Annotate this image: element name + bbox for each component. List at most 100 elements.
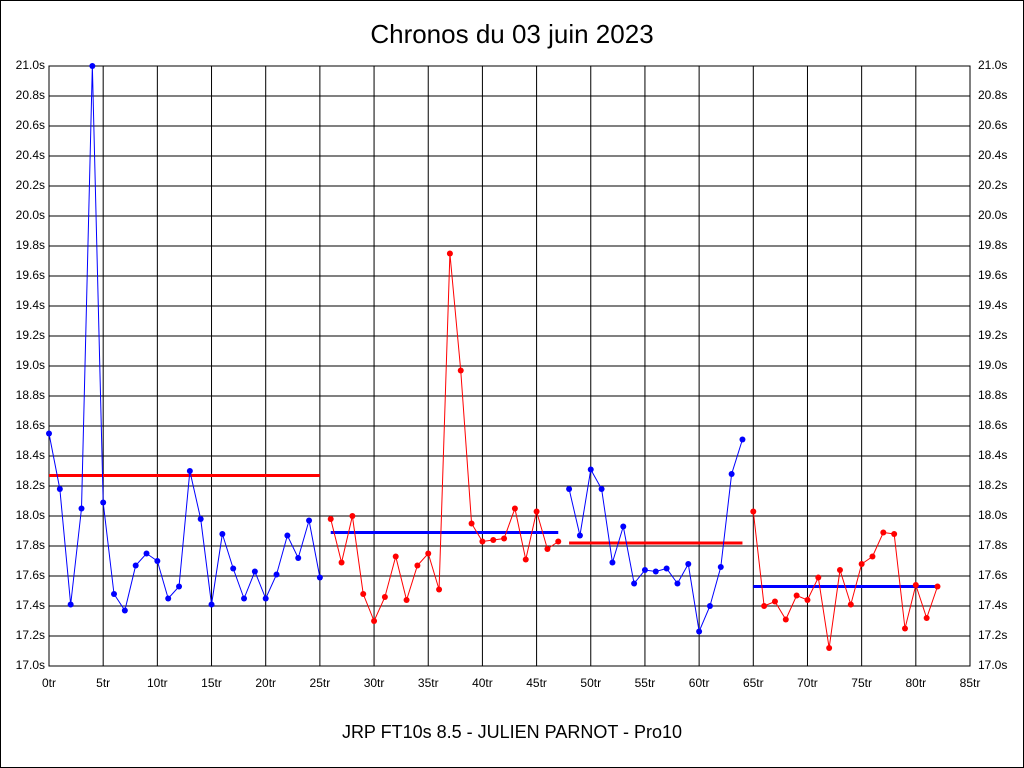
point — [219, 531, 226, 537]
y2-tick-label: 17.6s — [978, 568, 1007, 582]
point — [392, 553, 399, 560]
point — [327, 516, 334, 522]
series-line — [752, 511, 938, 649]
x-tick-label: 35tr — [418, 676, 439, 690]
point — [696, 628, 703, 635]
point — [858, 561, 865, 567]
point — [511, 505, 518, 512]
point — [739, 436, 746, 443]
chart-title: Chronos du 03 juin 2023 — [370, 19, 653, 49]
point — [241, 595, 248, 602]
y-tick-label: 18.4s — [16, 448, 45, 462]
point — [544, 546, 551, 552]
point — [598, 486, 605, 492]
point — [869, 553, 876, 560]
point — [901, 625, 908, 632]
point — [403, 597, 410, 603]
x-tick-label: 55tr — [635, 676, 656, 690]
y2-tick-label: 20.4s — [978, 148, 1007, 162]
point — [912, 582, 919, 588]
point — [371, 618, 378, 624]
point — [251, 568, 258, 575]
point — [609, 559, 616, 566]
y2-tick-label: 18.8s — [978, 388, 1007, 402]
y-tick-label: 17.6s — [16, 568, 45, 582]
point — [706, 603, 713, 609]
y-tick-label: 19.6s — [16, 268, 45, 282]
y-tick-label: 21.0s — [16, 58, 45, 72]
x-tick-label: 20tr — [255, 676, 276, 690]
plot-border — [48, 65, 971, 667]
point — [826, 645, 833, 651]
y2-tick-label: 21.0s — [978, 58, 1007, 72]
point — [436, 586, 443, 593]
point — [425, 550, 432, 557]
x-tick-label: 10tr — [147, 676, 168, 690]
point — [165, 595, 172, 602]
y-tick-label: 20.2s — [16, 178, 45, 192]
point — [522, 556, 529, 563]
point — [934, 583, 941, 590]
x-tick-label: 45tr — [526, 676, 547, 690]
point — [457, 367, 464, 374]
point — [143, 550, 150, 557]
point — [154, 558, 161, 564]
point — [566, 486, 573, 492]
point — [306, 517, 313, 524]
point — [641, 567, 648, 573]
point — [121, 607, 128, 614]
y-tick-label: 18.0s — [16, 508, 45, 522]
point — [663, 565, 670, 572]
point — [750, 508, 757, 515]
point — [717, 564, 724, 570]
y2-tick-label: 20.6s — [978, 118, 1007, 132]
point — [414, 562, 421, 569]
point — [479, 538, 486, 545]
y2-tick-label: 19.4s — [978, 298, 1007, 312]
y-tick-label: 17.0s — [16, 658, 45, 672]
point — [446, 250, 453, 257]
y2-tick-label: 18.0s — [978, 508, 1007, 522]
y-tick-label: 19.0s — [16, 358, 45, 372]
point — [674, 580, 681, 587]
point — [771, 598, 778, 605]
point — [208, 601, 215, 608]
point — [501, 535, 508, 542]
y2-tick-label: 17.4s — [978, 598, 1007, 612]
x-tick-label: 40tr — [472, 676, 493, 690]
y-tick-label: 18.2s — [16, 478, 45, 492]
y2-tick-label: 18.4s — [978, 448, 1007, 462]
point — [316, 574, 323, 581]
point — [815, 574, 822, 581]
x-tick-label: 25tr — [310, 676, 331, 690]
y2-tick-label: 18.2s — [978, 478, 1007, 492]
point — [284, 532, 291, 539]
point — [56, 486, 63, 492]
x-tick-label: 65tr — [743, 676, 764, 690]
series-line — [48, 65, 321, 612]
point — [576, 532, 583, 539]
point — [685, 561, 692, 567]
point — [468, 520, 475, 527]
point — [490, 537, 497, 543]
y-tick-label: 18.6s — [16, 418, 45, 432]
point — [728, 471, 735, 477]
point — [262, 595, 269, 602]
point — [620, 523, 627, 530]
x-tick-label: 60tr — [689, 676, 710, 690]
series-line — [330, 253, 559, 623]
y-tick-label: 20.6s — [16, 118, 45, 132]
x-tick-label: 70tr — [797, 676, 818, 690]
point — [923, 615, 930, 621]
y2-tick-label: 17.2s — [978, 628, 1007, 642]
point — [782, 616, 789, 623]
point — [273, 571, 280, 578]
x-tick-label: 5tr — [96, 676, 110, 690]
point — [132, 562, 139, 569]
y-tick-label: 20.4s — [16, 148, 45, 162]
point — [349, 513, 356, 519]
point — [804, 597, 811, 603]
point — [587, 466, 594, 473]
